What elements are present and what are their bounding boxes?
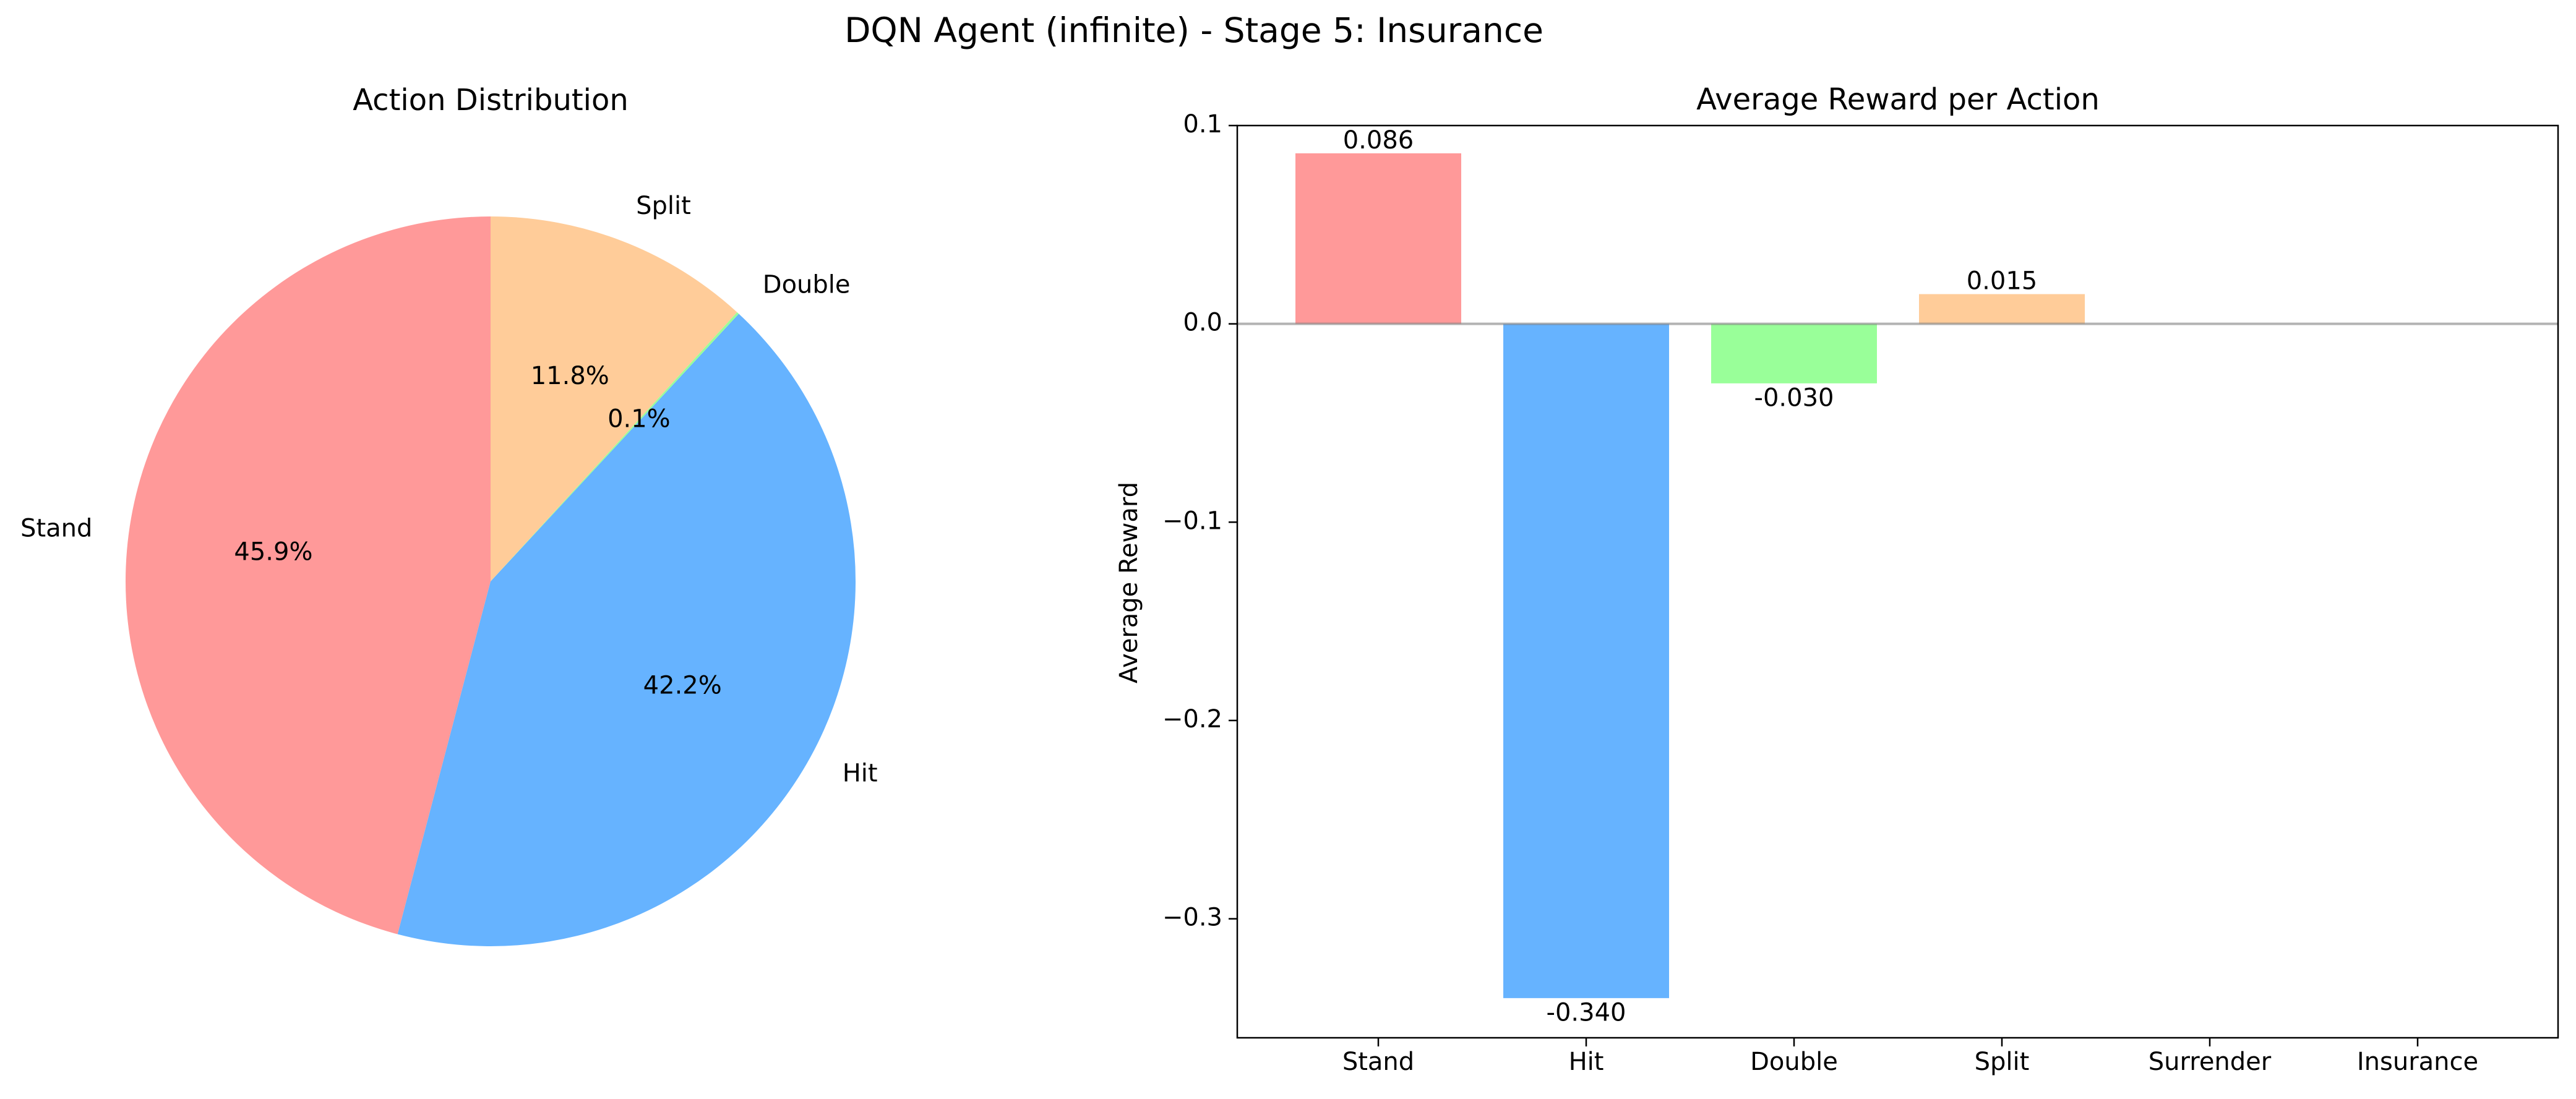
y-tick-label: 0.1 (1183, 110, 1222, 139)
pie-slice-split (491, 216, 737, 581)
pie-label-split: Split (636, 192, 691, 220)
bar-hit (1503, 323, 1669, 998)
bar-value-label-double: -0.030 (1754, 384, 1834, 413)
pie-slice-double (491, 312, 739, 581)
x-tick-label-stand: Stand (1342, 1048, 1414, 1076)
y-tick-label: 0.0 (1183, 309, 1222, 337)
pie-slice-stand (125, 216, 491, 934)
y-tick-label: −0.1 (1162, 507, 1222, 535)
pie-percent-stand: 45.9% (234, 538, 312, 567)
bar-chart-y-axis-label: Average Reward (1115, 482, 1143, 683)
pie-label-hit: Hit (843, 759, 878, 788)
pie-percent-split: 11.8% (531, 362, 609, 390)
y-tick-label: −0.2 (1162, 705, 1222, 733)
bar-value-label-stand: 0.086 (1343, 126, 1414, 155)
pie-label-double: Double (763, 271, 851, 299)
x-tick-label-split: Split (1975, 1048, 2030, 1076)
y-tick-label: −0.3 (1162, 904, 1222, 932)
plot-frame (1236, 124, 2559, 1039)
bar-split (1919, 294, 2085, 324)
bar-chart-title: Average Reward per Action (1696, 82, 2100, 117)
pie-label-stand: Stand (20, 515, 92, 543)
bar-ticks: 0.1 0.0 −0.1 −0.2 −0.3 Stand Hit Double Split Sur… (1162, 110, 2478, 1076)
x-tick-label-insurance: Insurance (2357, 1048, 2478, 1076)
bar-chart: Average Reward per Action Average Reward… (1115, 82, 2559, 1076)
bar-value-label-hit: -0.340 (1547, 999, 1626, 1027)
bar-value-label-split: 0.015 (1967, 267, 2038, 296)
x-tick-label-double: Double (1750, 1048, 1838, 1076)
pie-percent-double: 0.1% (608, 405, 671, 434)
bar-frame (1236, 124, 2559, 1039)
pie-chart: Action Distribution Stand 45.9% Hit 42.2% Do… (20, 83, 878, 947)
bar-double (1711, 323, 1877, 383)
pie-percent-hit: 42.2% (643, 672, 722, 700)
x-tick-label-hit: Hit (1569, 1048, 1604, 1076)
bar-stand (1295, 153, 1461, 324)
bar-marks: 0.086 -0.340 -0.030 0.015 (1237, 126, 2558, 1027)
pie-slices (125, 216, 856, 947)
figure-title: DQN Agent (infinite) - Stage 5: Insuranc… (844, 11, 1543, 50)
pie-labels: Stand 45.9% Hit 42.2% Double 0.1% Split 11.8% (20, 192, 878, 788)
pie-chart-title: Action Distribution (353, 83, 629, 118)
x-tick-label-surrender: Surrender (2149, 1048, 2272, 1076)
pie-slice-hit (397, 314, 856, 947)
